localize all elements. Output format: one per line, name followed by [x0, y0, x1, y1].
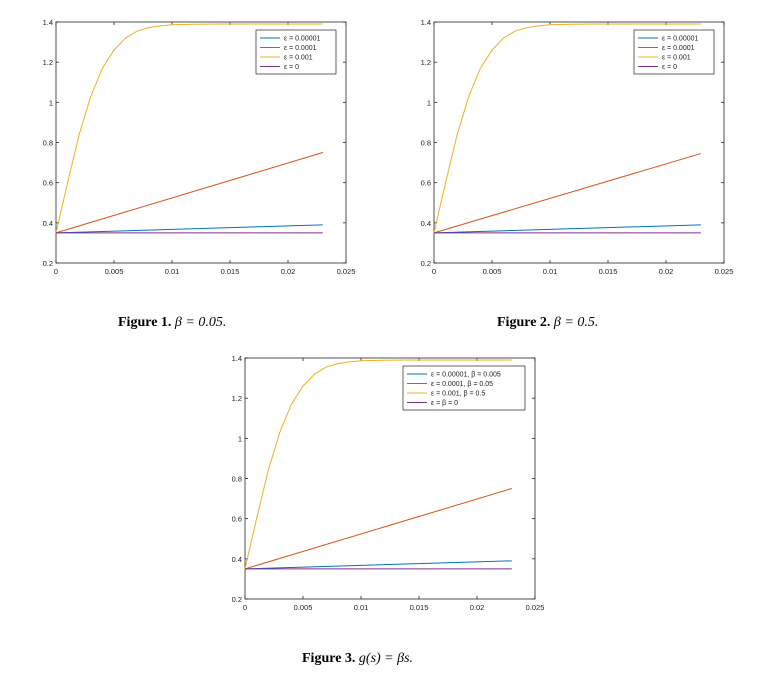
legend-entry: ε = β = 0	[431, 400, 458, 407]
figure-2-text: β = 0.5.	[553, 315, 599, 330]
y-tick-label: 0.2	[232, 595, 242, 604]
series-line-3	[433, 23, 701, 233]
y-tick-label: 0.4	[232, 555, 242, 564]
legend-entry: ε = 0	[662, 64, 677, 71]
y-tick-label: 1.2	[43, 58, 53, 67]
legend-entry: ε = 0.001, β = 0.5	[431, 391, 485, 398]
x-tick-label: 0.005	[294, 603, 313, 612]
y-tick-label: 0.6	[43, 179, 53, 188]
legend-entry: ε = 0.0001, β = 0.05	[431, 381, 493, 388]
y-tick-label: 0.4	[43, 219, 53, 228]
series-line-2	[244, 488, 512, 570]
legend-box	[255, 29, 337, 75]
x-tick-label: 0.01	[165, 267, 180, 276]
x-tick-label: 0.015	[221, 267, 240, 276]
figure-1-text: β = 0.05.	[174, 315, 227, 330]
legend-entry: ε = 0.0001	[662, 45, 695, 52]
y-tick-label: 1	[49, 98, 53, 107]
y-tick-label: 0.8	[421, 139, 431, 148]
x-tick-label: 0.02	[659, 267, 674, 276]
series-line-1	[55, 224, 323, 234]
y-tick-label: 1.4	[43, 18, 53, 27]
x-tick-label: 0	[432, 267, 436, 276]
series-line-1	[244, 560, 512, 570]
series-line-2	[433, 153, 701, 234]
x-tick-label: 0.005	[105, 267, 124, 276]
legend-entry: ε = 0.001	[662, 55, 691, 62]
figure-3-chart: 0 0.005 0.01 0.015 0.02 0.025 0.2 0.4 0.6 0.8 1 1.2…	[232, 354, 545, 612]
legend-entry: ε = 0.00001, β = 0.005	[431, 372, 501, 379]
x-tick-label: 0.005	[483, 267, 502, 276]
y-tick-label: 0.2	[43, 259, 53, 268]
y-tick-label: 1	[238, 434, 242, 443]
x-tick-label: 0	[54, 267, 58, 276]
legend-entry: ε = 0	[284, 64, 299, 71]
y-tick-label: 1.2	[232, 394, 242, 403]
x-tick-label: 0.02	[281, 267, 296, 276]
y-tick-label: 1.2	[421, 58, 431, 67]
series-line-1	[433, 224, 701, 234]
figure-2-caption: Figure 2. β = 0.5.	[497, 315, 598, 331]
x-tick-label: 0.025	[715, 267, 734, 276]
y-tick-label: 0.4	[421, 219, 431, 228]
y-tick-label: 0.6	[421, 179, 431, 188]
legend-entry: ε = 0.001	[284, 55, 313, 62]
y-tick-label: 0.8	[232, 475, 242, 484]
figure-3-label: Figure 3.	[302, 651, 356, 666]
series-line-3	[55, 23, 323, 233]
x-tick-label: 0.01	[543, 267, 558, 276]
y-tick-label: 1.4	[232, 354, 242, 363]
x-tick-label: 0.025	[526, 603, 545, 612]
figure-1-caption: Figure 1. β = 0.05.	[118, 315, 226, 331]
figure-3-text: g(s) = βs.	[358, 651, 414, 666]
y-tick-label: 0.2	[421, 259, 431, 268]
legend-entry: ε = 0.00001	[662, 36, 699, 43]
legend-entry: ε = 0.0001	[284, 45, 317, 52]
figure-2-label: Figure 2.	[497, 315, 551, 330]
x-tick-label: 0.025	[337, 267, 356, 276]
figure-2-chart: 0 0.005 0.01 0.015 0.02 0.025 0.2 0.4 0.6 0.8 1 1.2…	[421, 18, 734, 276]
legend-entry: ε = 0.00001	[284, 36, 321, 43]
x-tick-label: 0.015	[410, 603, 429, 612]
x-tick-label: 0.01	[354, 603, 369, 612]
x-tick-label: 0.015	[599, 267, 618, 276]
y-tick-label: 0.6	[232, 515, 242, 524]
y-tick-label: 1.4	[421, 18, 431, 27]
figure-1-label: Figure 1.	[118, 315, 172, 330]
figure-1-chart: 0 0.005 0.01 0.015 0.02 0.025 0.2 0.4 0.6 0.8 1 1.2…	[43, 18, 356, 276]
figure-3-caption: Figure 3. g(s) = βs.	[302, 651, 413, 667]
x-tick-label: 0.02	[470, 603, 485, 612]
x-tick-label: 0	[243, 603, 247, 612]
y-tick-label: 1	[427, 98, 431, 107]
series-line-3	[244, 359, 512, 569]
series-line-2	[55, 152, 323, 234]
y-tick-label: 0.8	[43, 139, 53, 148]
